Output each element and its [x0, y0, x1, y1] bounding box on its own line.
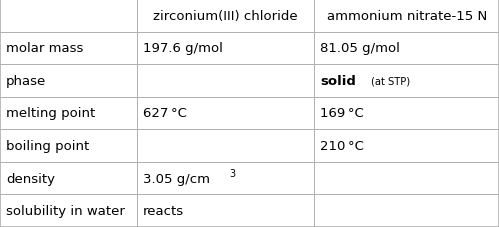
Text: 3.05 g/cm: 3.05 g/cm — [143, 172, 210, 185]
Text: density: density — [6, 172, 55, 185]
Text: 81.05 g/mol: 81.05 g/mol — [320, 42, 400, 55]
Text: 3: 3 — [230, 169, 236, 179]
Text: 169 °C: 169 °C — [320, 107, 364, 120]
Text: melting point: melting point — [6, 107, 95, 120]
Text: ammonium nitrate-15 N: ammonium nitrate-15 N — [326, 10, 487, 23]
Text: solubility in water: solubility in water — [6, 204, 125, 217]
Text: phase: phase — [6, 75, 46, 88]
Text: reacts: reacts — [143, 204, 184, 217]
Text: 210 °C: 210 °C — [320, 139, 364, 152]
Text: zirconium(III) chloride: zirconium(III) chloride — [154, 10, 298, 23]
Text: (at STP): (at STP) — [371, 76, 410, 86]
Text: 197.6 g/mol: 197.6 g/mol — [143, 42, 223, 55]
Text: boiling point: boiling point — [6, 139, 89, 152]
Text: 627 °C: 627 °C — [143, 107, 187, 120]
Text: molar mass: molar mass — [6, 42, 83, 55]
Text: solid: solid — [320, 75, 356, 88]
